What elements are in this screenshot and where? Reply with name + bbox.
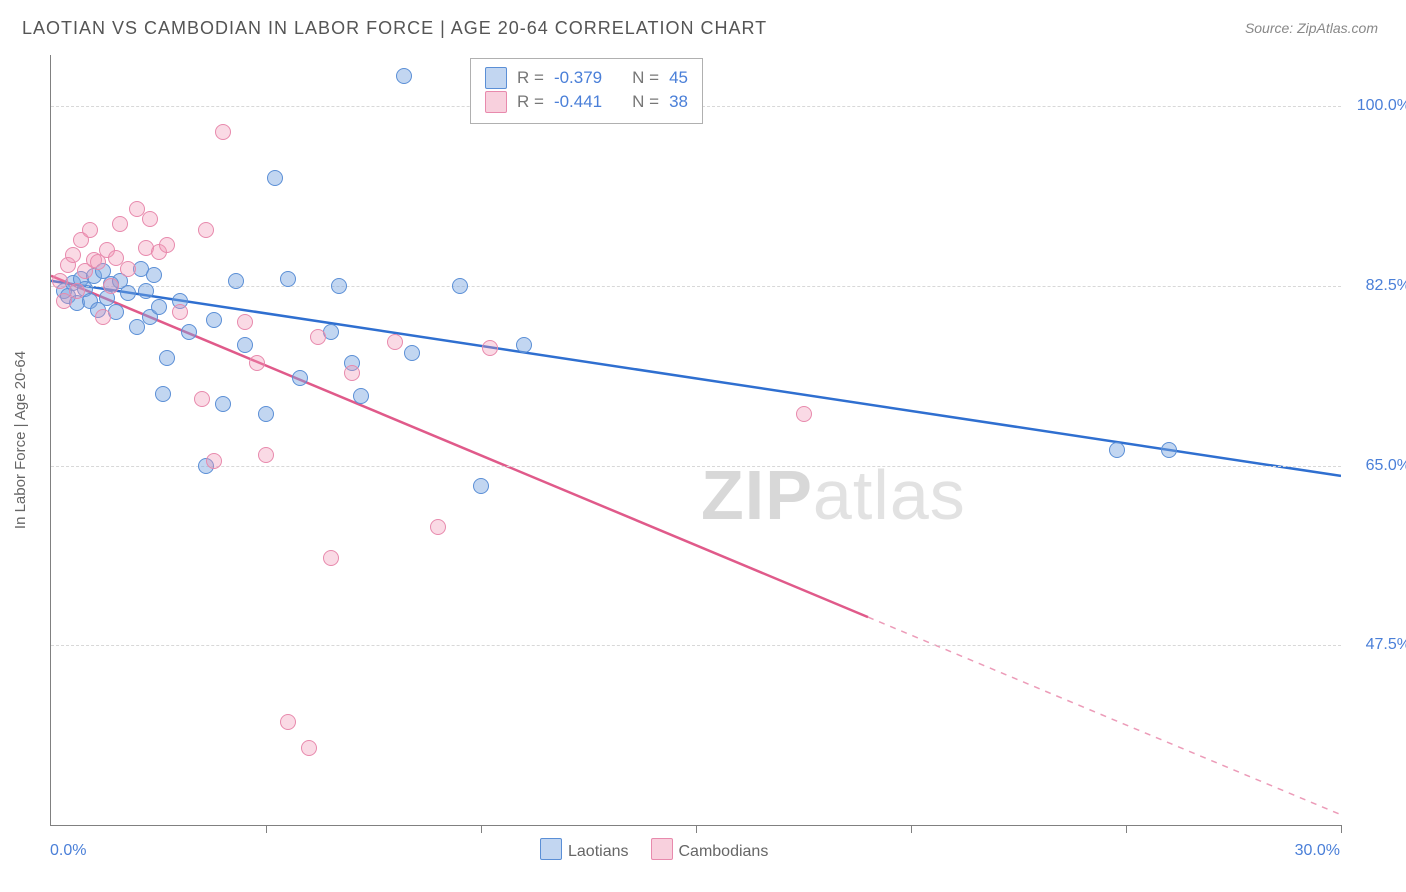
r-label: R =	[517, 68, 544, 88]
scatter-point-a	[159, 350, 175, 366]
scatter-point-b	[52, 273, 68, 289]
gridline-h	[51, 466, 1341, 467]
scatter-point-a	[228, 273, 244, 289]
r-value-a: -0.379	[554, 68, 602, 88]
scatter-point-a	[452, 278, 468, 294]
legend-series: Laotians Cambodians	[540, 838, 768, 861]
scatter-point-a	[151, 299, 167, 315]
scatter-point-b	[206, 453, 222, 469]
scatter-point-b	[120, 261, 136, 277]
y-tick-label: 82.5%	[1366, 277, 1406, 295]
scatter-point-a	[1161, 442, 1177, 458]
scatter-point-b	[112, 216, 128, 232]
scatter-point-a	[181, 324, 197, 340]
scatter-point-a	[353, 388, 369, 404]
chart-title: LAOTIAN VS CAMBODIAN IN LABOR FORCE | AG…	[22, 18, 767, 39]
swatch-a	[540, 838, 562, 860]
scatter-point-b	[482, 340, 498, 356]
scatter-point-b	[103, 278, 119, 294]
x-axis-label-max: 30.0%	[1295, 842, 1340, 860]
scatter-point-b	[159, 237, 175, 253]
n-label: N =	[632, 92, 659, 112]
scatter-point-b	[198, 222, 214, 238]
scatter-point-b	[280, 714, 296, 730]
x-tick	[696, 825, 697, 833]
swatch-b	[651, 838, 673, 860]
legend-stats: R = -0.379 N = 45 R = -0.441 N = 38	[470, 58, 703, 124]
x-tick	[911, 825, 912, 833]
trend-line-dash-b	[868, 617, 1341, 815]
scatter-point-b	[310, 329, 326, 345]
gridline-h	[51, 645, 1341, 646]
x-tick	[1126, 825, 1127, 833]
scatter-point-b	[323, 550, 339, 566]
scatter-point-b	[249, 355, 265, 371]
y-axis-title: In Labor Force | Age 20-64	[12, 351, 29, 529]
plot-area: ZIPatlas 47.5%65.0%82.5%100.0%	[50, 55, 1341, 826]
watermark: ZIPatlas	[701, 455, 966, 535]
scatter-point-a	[516, 337, 532, 353]
legend-item-b: Cambodians	[651, 838, 769, 861]
scatter-point-b	[65, 247, 81, 263]
x-axis-label-min: 0.0%	[50, 842, 86, 860]
scatter-point-b	[301, 740, 317, 756]
x-tick	[481, 825, 482, 833]
scatter-point-b	[344, 365, 360, 381]
scatter-point-a	[237, 337, 253, 353]
swatch-b	[485, 91, 507, 113]
scatter-point-a	[1109, 442, 1125, 458]
legend-label-a: Laotians	[568, 843, 629, 860]
scatter-point-b	[430, 519, 446, 535]
scatter-point-b	[142, 211, 158, 227]
scatter-point-a	[267, 170, 283, 186]
scatter-point-a	[155, 386, 171, 402]
scatter-point-a	[120, 285, 136, 301]
scatter-point-a	[146, 267, 162, 283]
scatter-point-a	[396, 68, 412, 84]
scatter-point-a	[292, 370, 308, 386]
scatter-point-a	[280, 271, 296, 287]
scatter-point-b	[69, 283, 85, 299]
y-tick-label: 100.0%	[1357, 97, 1406, 115]
legend-label-b: Cambodians	[679, 843, 769, 860]
scatter-point-b	[82, 222, 98, 238]
x-tick	[266, 825, 267, 833]
x-tick	[1341, 825, 1342, 833]
scatter-point-a	[206, 312, 222, 328]
legend-item-a: Laotians	[540, 838, 629, 861]
legend-stats-row-b: R = -0.441 N = 38	[485, 91, 688, 113]
legend-stats-row-a: R = -0.379 N = 45	[485, 67, 688, 89]
r-label: R =	[517, 92, 544, 112]
r-value-b: -0.441	[554, 92, 602, 112]
scatter-point-b	[172, 304, 188, 320]
trend-line-b	[51, 276, 868, 617]
gridline-h	[51, 286, 1341, 287]
n-label: N =	[632, 68, 659, 88]
swatch-a	[485, 67, 507, 89]
n-value-b: 38	[669, 92, 688, 112]
scatter-point-b	[95, 309, 111, 325]
trend-lines	[51, 55, 1341, 825]
source-label: Source: ZipAtlas.com	[1245, 20, 1378, 36]
scatter-point-a	[331, 278, 347, 294]
trend-line-a	[51, 281, 1341, 476]
scatter-point-b	[387, 334, 403, 350]
scatter-point-b	[258, 447, 274, 463]
scatter-point-a	[473, 478, 489, 494]
scatter-point-b	[796, 406, 812, 422]
y-tick-label: 65.0%	[1366, 457, 1406, 475]
scatter-point-b	[215, 124, 231, 140]
scatter-point-a	[258, 406, 274, 422]
n-value-a: 45	[669, 68, 688, 88]
y-tick-label: 47.5%	[1366, 636, 1406, 654]
scatter-point-a	[138, 283, 154, 299]
scatter-point-a	[215, 396, 231, 412]
scatter-point-b	[237, 314, 253, 330]
scatter-point-a	[404, 345, 420, 361]
scatter-point-b	[194, 391, 210, 407]
